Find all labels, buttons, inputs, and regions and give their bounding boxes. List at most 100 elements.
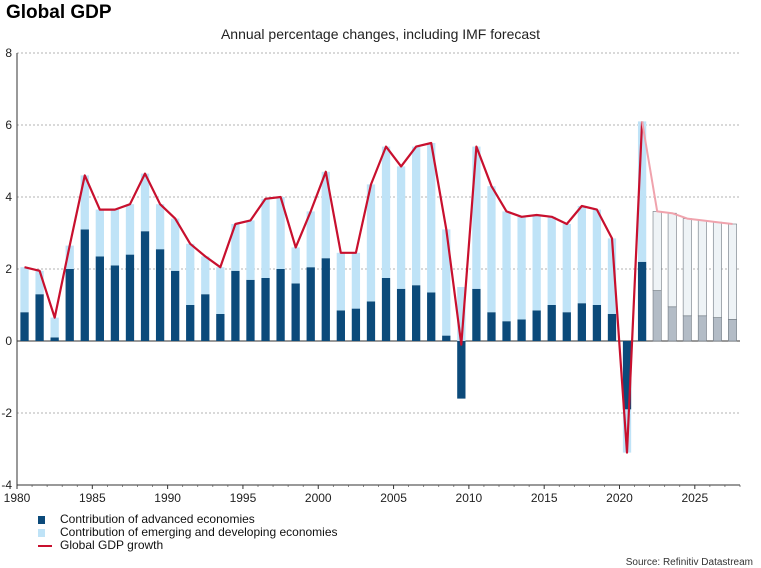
bar-emerging bbox=[712, 221, 722, 318]
bar-advanced bbox=[712, 317, 722, 342]
bar-emerging bbox=[366, 184, 376, 302]
bar-advanced bbox=[155, 249, 165, 341]
bar-advanced bbox=[35, 294, 44, 341]
bar-advanced bbox=[381, 278, 391, 341]
legend-swatch-emerging bbox=[38, 528, 45, 537]
bar-emerging bbox=[186, 243, 195, 305]
bar-advanced bbox=[532, 310, 541, 341]
x-tick-label: 1985 bbox=[79, 491, 106, 505]
x-tick-label: 2010 bbox=[456, 491, 483, 505]
bar-emerging bbox=[502, 211, 511, 322]
bar-advanced bbox=[396, 288, 406, 341]
bar-emerging bbox=[261, 198, 270, 278]
bar-advanced bbox=[110, 265, 120, 341]
bar-advanced bbox=[246, 279, 255, 341]
bar-emerging bbox=[306, 211, 315, 268]
x-tick-label: 1995 bbox=[230, 491, 257, 505]
bar-advanced bbox=[171, 270, 180, 341]
bar-advanced bbox=[291, 283, 300, 341]
legend-item-growth: Global GDP growth bbox=[38, 539, 338, 552]
bar-emerging bbox=[562, 224, 571, 313]
bar-emerging bbox=[50, 317, 59, 338]
bar-emerging bbox=[35, 270, 44, 295]
x-tick-label: 1990 bbox=[154, 491, 181, 505]
bars bbox=[20, 121, 737, 453]
bar-advanced bbox=[682, 315, 692, 342]
bar-emerging bbox=[276, 197, 285, 269]
bar-emerging bbox=[201, 256, 210, 295]
bar-emerging bbox=[381, 146, 391, 278]
bar-emerging bbox=[246, 220, 255, 280]
bar-emerging bbox=[682, 218, 692, 317]
y-tick-label: 2 bbox=[5, 262, 12, 276]
bar-emerging bbox=[80, 175, 89, 230]
bar-emerging bbox=[592, 209, 602, 305]
legend-label-advanced: Contribution of advanced economies bbox=[60, 512, 255, 526]
bar-advanced bbox=[577, 303, 586, 341]
y-tick-labels: -4 -2 0 2 4 6 8 bbox=[1, 46, 12, 492]
bar-advanced bbox=[547, 305, 556, 341]
growth-line-historical bbox=[24, 121, 644, 454]
bar-emerging bbox=[20, 267, 29, 313]
y-tick-label: 0 bbox=[5, 334, 12, 348]
bar-advanced bbox=[50, 337, 59, 341]
bar-advanced bbox=[728, 319, 737, 342]
bar-advanced bbox=[95, 256, 104, 341]
x-tick-label: 2000 bbox=[305, 491, 332, 505]
bar-advanced bbox=[442, 335, 451, 341]
bar-emerging bbox=[637, 121, 647, 262]
bar-advanced bbox=[125, 254, 135, 341]
bar-advanced bbox=[652, 290, 662, 342]
bar-advanced bbox=[412, 285, 421, 341]
bar-emerging bbox=[412, 146, 421, 286]
bar-emerging bbox=[171, 218, 180, 271]
bar-advanced bbox=[201, 294, 210, 341]
axes bbox=[16, 53, 741, 489]
bar-emerging bbox=[140, 173, 150, 232]
legend-label-emerging: Contribution of emerging and developing … bbox=[60, 525, 338, 539]
bar-advanced bbox=[276, 269, 285, 341]
bar-advanced bbox=[667, 306, 677, 342]
legend-swatch-growth bbox=[38, 544, 52, 547]
bar-emerging bbox=[547, 216, 556, 305]
y-tick-label: -4 bbox=[1, 478, 12, 492]
legend-label-growth: Global GDP growth bbox=[60, 538, 164, 552]
bar-advanced bbox=[472, 288, 481, 341]
bar-emerging bbox=[65, 245, 74, 269]
bar-emerging bbox=[607, 238, 617, 314]
bar-emerging bbox=[457, 287, 466, 341]
x-tick-labels: 1980 1985 1990 1995 2000 2005 2010 2015 2020 2025 bbox=[4, 491, 709, 505]
x-tick-label: 2015 bbox=[531, 491, 558, 505]
bar-advanced bbox=[306, 267, 315, 341]
bar-advanced bbox=[351, 308, 361, 341]
gridlines bbox=[17, 52, 740, 486]
growth-line-forecast bbox=[641, 121, 733, 225]
bar-advanced bbox=[336, 310, 345, 341]
bar-emerging bbox=[125, 204, 135, 255]
bar-emerging bbox=[336, 252, 345, 311]
bar-emerging bbox=[321, 171, 330, 259]
legend: Contribution of advanced economies Contr… bbox=[38, 513, 338, 552]
bar-advanced bbox=[231, 270, 240, 341]
bar-emerging bbox=[95, 209, 104, 257]
bar-advanced bbox=[261, 278, 270, 341]
chart-subtitle: Annual percentage changes, including IMF… bbox=[220, 26, 541, 42]
bar-advanced bbox=[607, 314, 617, 341]
x-tick-label: 2020 bbox=[606, 491, 633, 505]
bar-advanced bbox=[637, 261, 647, 341]
bar-advanced bbox=[502, 321, 511, 341]
bar-advanced bbox=[366, 301, 376, 341]
bar-emerging bbox=[155, 204, 165, 250]
growth-line bbox=[24, 121, 733, 454]
bar-emerging bbox=[110, 209, 120, 266]
bar-emerging bbox=[231, 224, 240, 271]
bar-advanced bbox=[216, 314, 225, 341]
bar-emerging bbox=[216, 267, 225, 314]
bar-emerging bbox=[667, 212, 677, 308]
bar-emerging bbox=[517, 216, 526, 320]
bar-advanced bbox=[80, 229, 89, 341]
bar-emerging bbox=[487, 186, 496, 313]
bar-advanced bbox=[487, 312, 496, 341]
bar-advanced bbox=[20, 312, 29, 341]
